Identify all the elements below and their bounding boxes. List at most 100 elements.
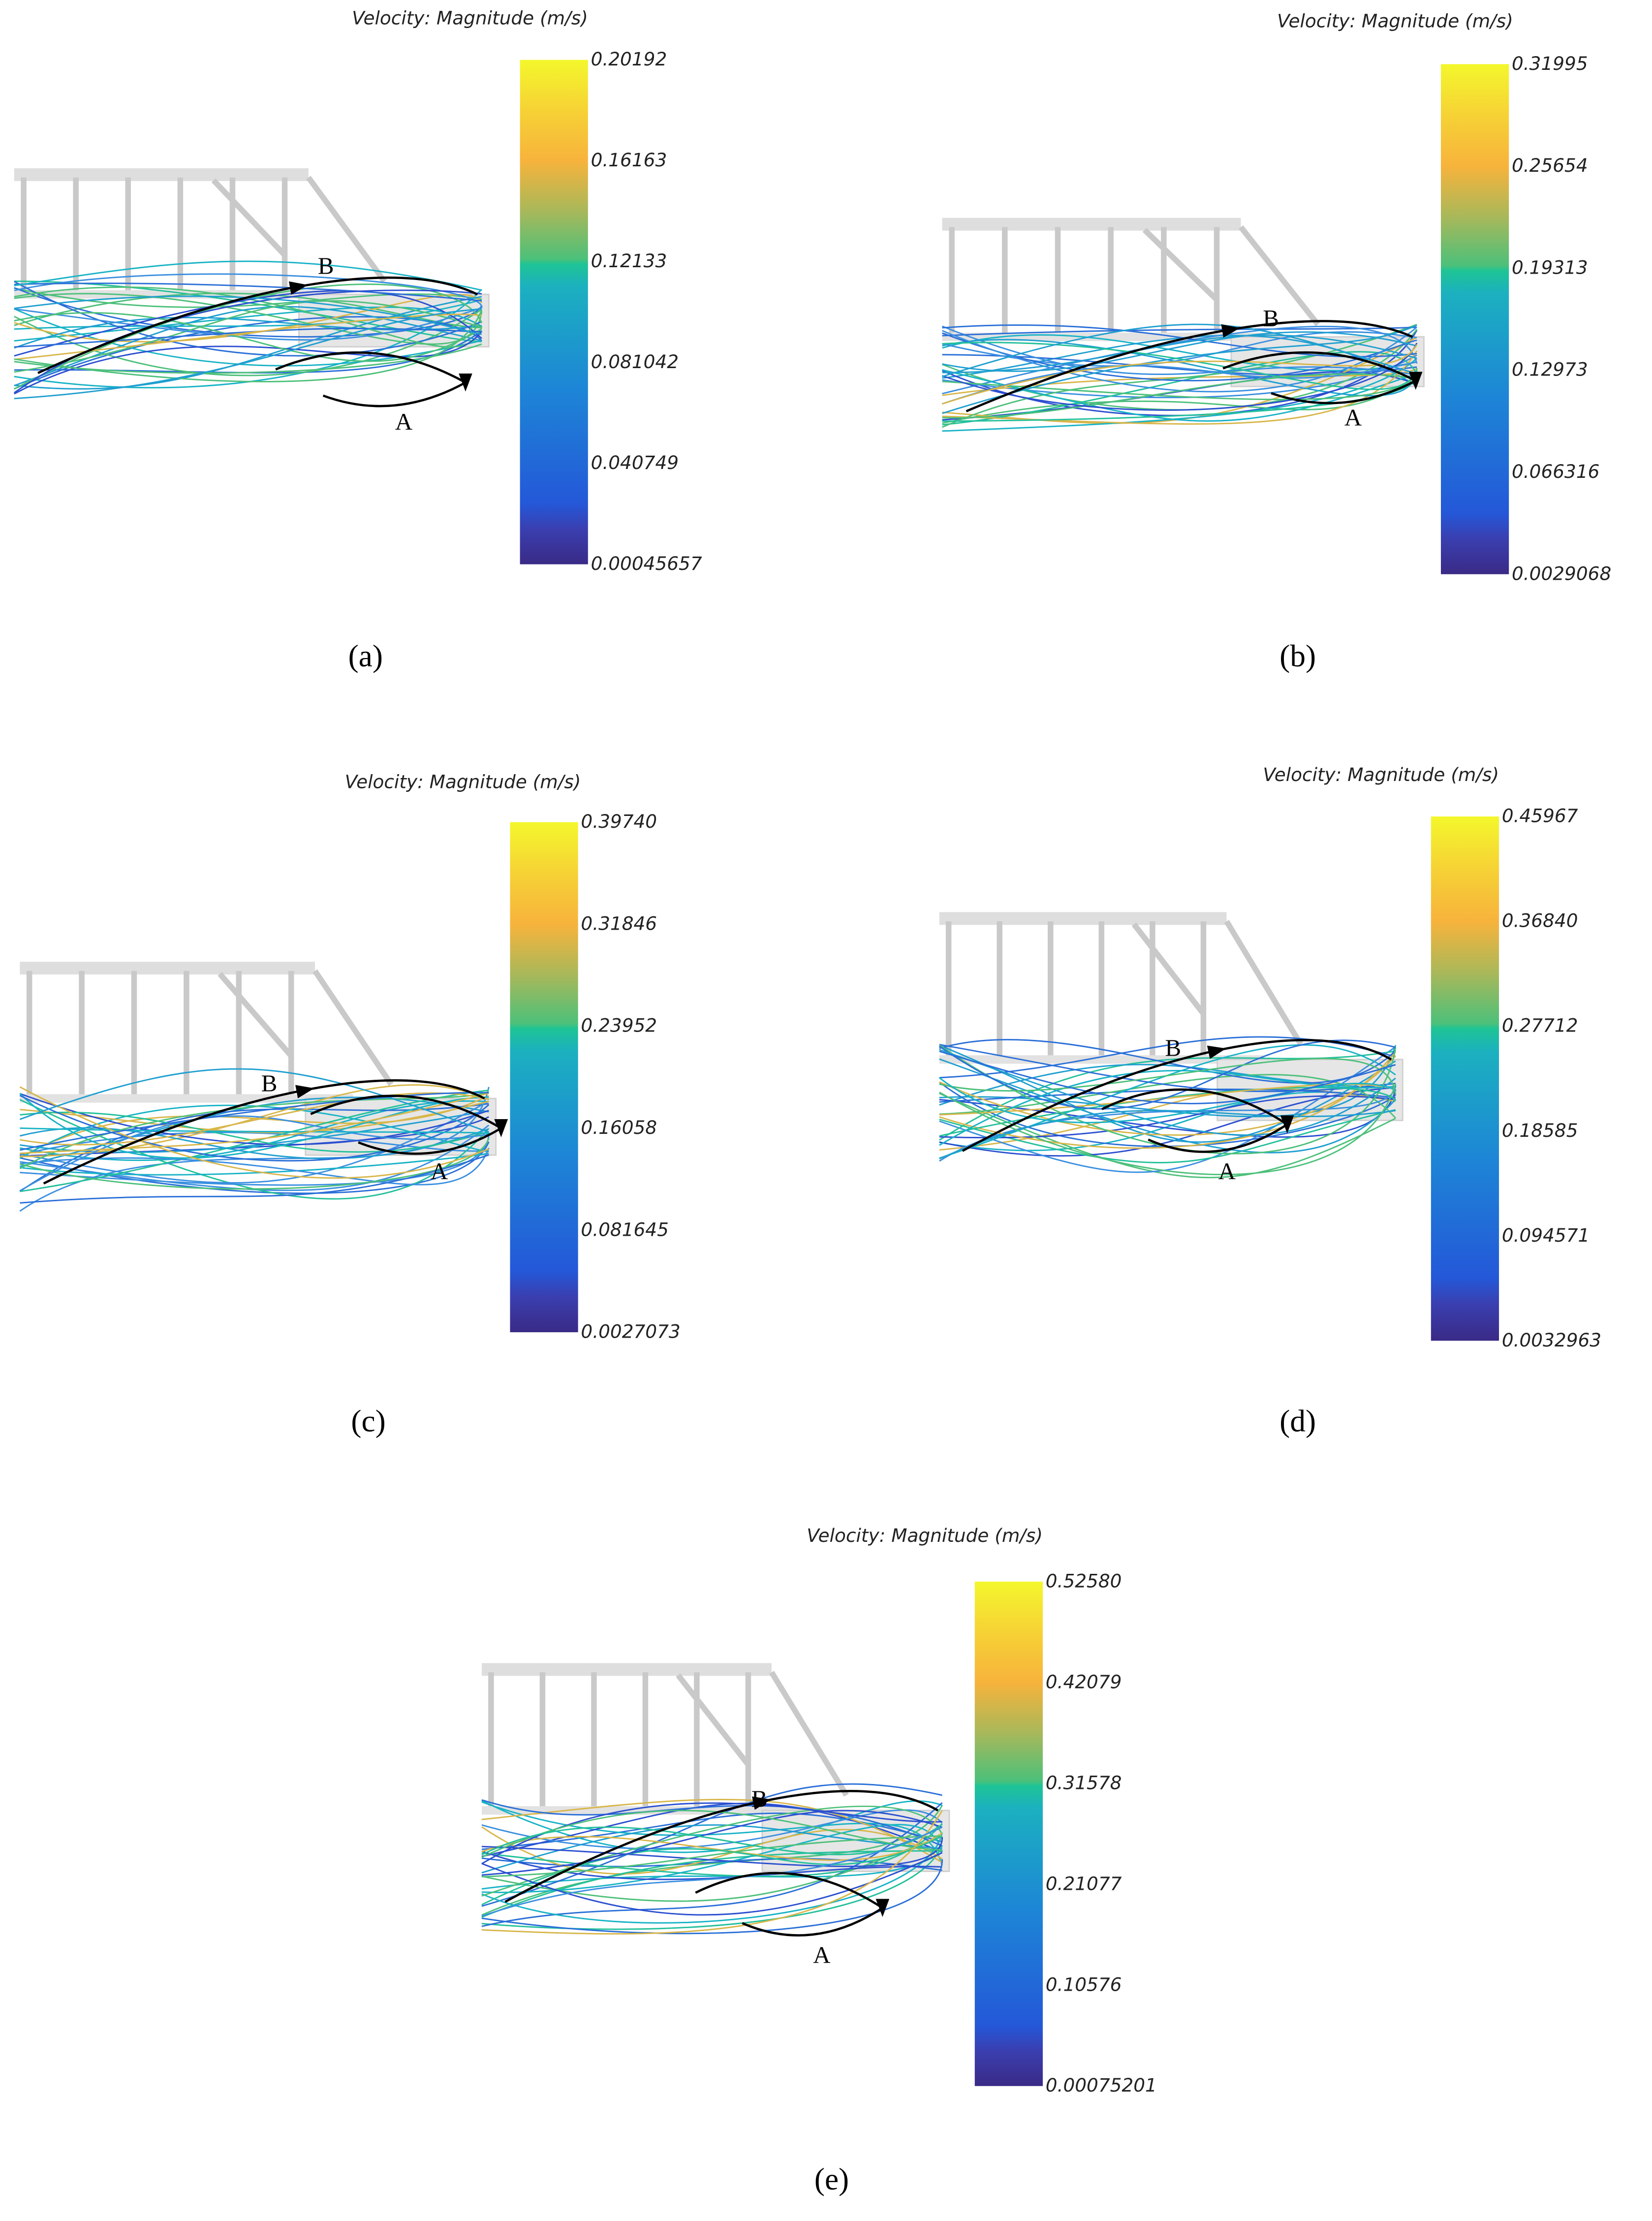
colorbar — [1431, 816, 1499, 1341]
colorbar-tick-label: 0.16058 — [581, 1117, 657, 1138]
streamline — [14, 286, 483, 348]
colorbar-tick-label: 0.12133 — [591, 250, 667, 272]
truss-frame — [942, 218, 1320, 342]
colorbar-tick-label: 0.42079 — [1046, 1671, 1122, 1692]
colorbar — [974, 1581, 1043, 2086]
streamline — [939, 1087, 1396, 1157]
streamline — [939, 1109, 1396, 1163]
streamline — [14, 296, 482, 390]
vortex-path — [1101, 1088, 1294, 1153]
colorbar-tick-label: 0.00075201 — [1046, 2074, 1157, 2096]
streamline — [942, 373, 1417, 419]
colorbar-tick-label: 0.18585 — [1502, 1120, 1578, 1141]
streamline — [942, 326, 1417, 393]
streamline — [939, 1095, 1396, 1139]
streamline — [481, 1850, 942, 1918]
streamline — [14, 306, 482, 387]
main-flow-path — [43, 1079, 485, 1185]
colorbar-tick-label: 0.0029068 — [1512, 563, 1611, 584]
streamline — [942, 343, 1418, 411]
streamline — [19, 1095, 490, 1162]
streamline — [481, 1810, 942, 1858]
colorbar-title: Velocity: Magnitude (m/s) — [1263, 764, 1499, 785]
streamline — [939, 1045, 1397, 1118]
streamline — [19, 1115, 489, 1191]
streamline — [939, 1058, 1396, 1154]
colorbar-title: Velocity: Magnitude (m/s) — [352, 7, 588, 29]
streamline — [942, 332, 1418, 381]
streamline — [481, 1859, 943, 1935]
colorbar-tick-label: 0.081042 — [591, 351, 679, 373]
panel: A B Velocity: Magnitude (m/s) 0.52580 0.4207… — [481, 1525, 1157, 2196]
main-flow-path — [504, 1790, 939, 1903]
colorbar-tick-label: 0.31846 — [581, 912, 657, 934]
truss-frame — [20, 962, 394, 1103]
label-a: A — [813, 1941, 830, 1968]
diagonal — [1224, 920, 1304, 1046]
streamline — [942, 324, 1417, 414]
diagonal — [1142, 228, 1219, 302]
streamline — [481, 1837, 943, 1867]
streamline — [942, 331, 1417, 372]
panel-caption: (a) — [348, 639, 383, 673]
streamline — [19, 1141, 490, 1194]
panel: A B Velocity: Magnitude (m/s)0.45967 0.3684… — [938, 764, 1601, 1439]
streamline — [481, 1798, 943, 1863]
streamline — [20, 1125, 490, 1191]
streamline — [481, 1835, 943, 1902]
panel: A B Velocity: Magnitude (m/s) 0.31995 0.2565… — [942, 10, 1611, 673]
diagonal — [676, 1673, 750, 1767]
streamline — [942, 342, 1418, 390]
vortex-path — [275, 351, 472, 407]
streamline — [14, 307, 482, 341]
streamline — [942, 375, 1418, 422]
streamline — [481, 1799, 943, 1846]
colorbar-tick-label: 0.31578 — [1046, 1772, 1122, 1793]
panel: A B Velocity: Magnitude (m/s)0.20192 0.1616… — [13, 7, 702, 673]
streamline — [942, 325, 1417, 376]
streamline — [14, 308, 482, 400]
colorbar-tick-label: 0.0027073 — [581, 1321, 680, 1343]
streamline — [19, 1137, 490, 1190]
colorbar-tick-label: 0.040749 — [591, 452, 679, 473]
streamline — [14, 273, 483, 309]
streamline — [942, 354, 1417, 399]
streamline — [939, 1050, 1396, 1104]
streamline — [20, 1092, 489, 1146]
panel-caption: (e) — [814, 2162, 849, 2196]
label-a: A — [1218, 1157, 1236, 1185]
colorbar — [510, 822, 578, 1333]
streamline — [20, 1111, 489, 1153]
streamline — [939, 1044, 1397, 1155]
streamline — [942, 361, 1417, 405]
colorbar-tick-label: 0.36840 — [1502, 910, 1578, 932]
streamline — [481, 1826, 943, 1917]
diagonal — [1131, 922, 1206, 1016]
main-flow-path — [962, 1039, 1392, 1152]
streamline — [14, 281, 482, 357]
streamline — [19, 1068, 489, 1133]
colorbar-tick-label: 0.066316 — [1512, 461, 1599, 482]
colorbar-tick-label: 0.12973 — [1512, 359, 1588, 380]
streamline — [14, 281, 482, 343]
panel-caption: (d) — [1279, 1404, 1316, 1439]
streamline — [14, 300, 482, 373]
streamline — [20, 1100, 489, 1161]
colorbar — [1441, 64, 1509, 574]
streamline — [14, 308, 482, 367]
truss-frame — [481, 1663, 849, 1815]
streamline — [942, 334, 1417, 374]
streamline — [938, 1077, 1396, 1124]
streamline — [481, 1832, 943, 1924]
streamline — [939, 1083, 1397, 1176]
streamline — [14, 327, 482, 348]
diagonal — [769, 1671, 849, 1797]
colorbar-title: Velocity: Magnitude (m/s) — [807, 1525, 1043, 1546]
streamline — [481, 1835, 943, 1906]
label-a: A — [395, 408, 412, 435]
main-flow-path — [37, 276, 478, 375]
streamline — [14, 313, 482, 360]
streamline — [939, 1049, 1396, 1136]
truss-frame — [939, 912, 1304, 1064]
colorbar-title: Velocity: Magnitude (m/s) — [345, 771, 581, 793]
